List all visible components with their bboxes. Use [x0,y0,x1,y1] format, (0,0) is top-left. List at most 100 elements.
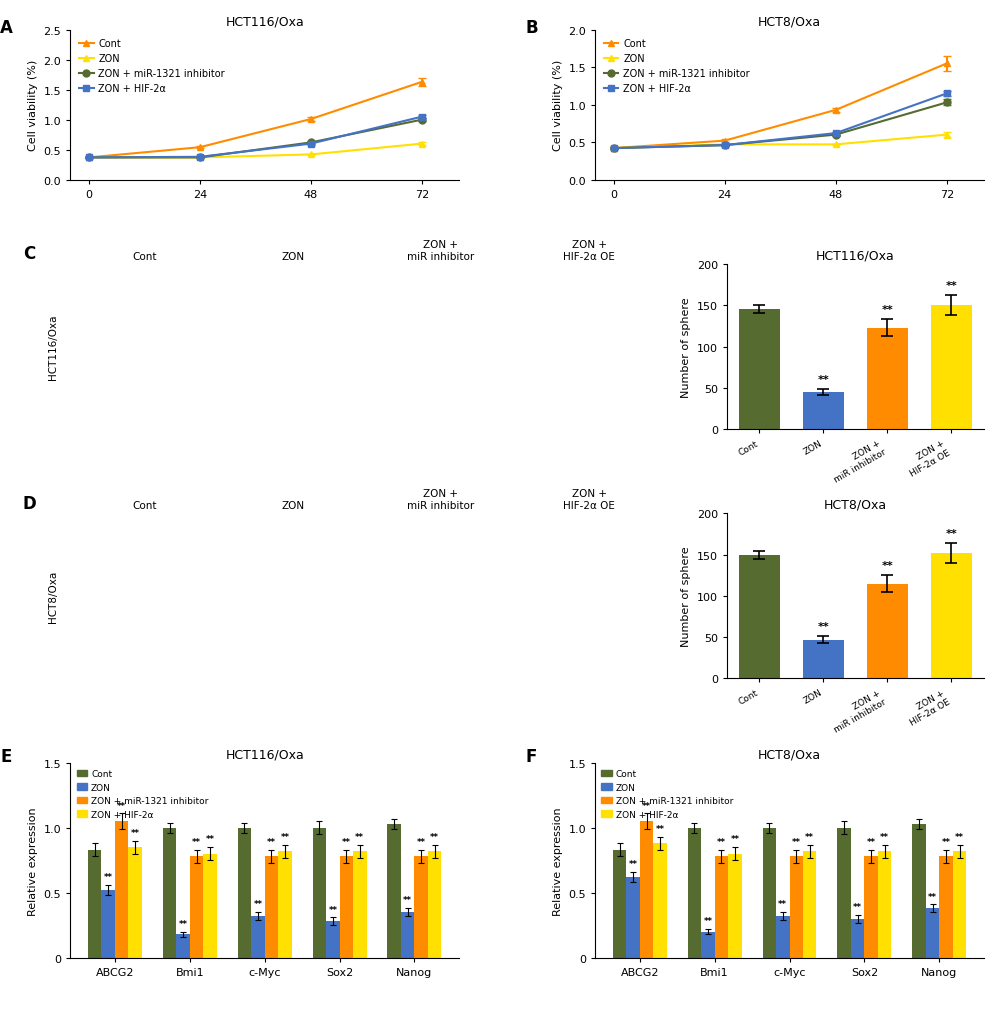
Bar [326,921,339,958]
Bar [128,848,141,958]
Bar [775,916,788,958]
Bar [851,919,864,958]
Text: ZON +
miR inhibitor: ZON + miR inhibitor [407,489,474,511]
Text: **: ** [804,832,813,841]
Bar [738,310,779,430]
Text: **: ** [716,838,725,846]
Bar [114,821,128,958]
Bar [427,851,441,958]
Bar [612,850,626,958]
Text: **: ** [117,801,126,810]
Text: **: ** [179,919,188,928]
Bar [639,821,653,958]
Text: **: ** [416,838,425,846]
Text: ZON +
HIF-2α OE: ZON + HIF-2α OE [563,489,615,511]
Bar [190,857,203,958]
Text: E: E [0,748,12,765]
Text: **: ** [954,832,963,841]
Bar [238,828,251,958]
Bar [339,857,353,958]
Bar [738,555,779,679]
Text: HCT8/Oxa: HCT8/Oxa [48,571,58,623]
Bar [353,851,366,958]
Bar [866,328,908,430]
Title: HCT116/Oxa: HCT116/Oxa [225,748,304,760]
Text: **: ** [853,902,862,911]
Text: **: ** [777,900,786,909]
Bar [400,912,414,958]
Text: **: ** [429,832,438,841]
Text: ZON +
miR inhibitor: ZON + miR inhibitor [407,239,474,262]
Bar [762,828,775,958]
Text: Cont: Cont [132,252,156,262]
Text: ZON +
HIF-2α OE: ZON + HIF-2α OE [563,239,615,262]
Bar [414,857,427,958]
Text: **: ** [941,838,950,846]
Text: **: ** [729,835,738,844]
Title: HCT8/Oxa: HCT8/Oxa [823,498,886,512]
Text: B: B [525,18,538,37]
Bar [801,640,844,679]
Bar [162,828,177,958]
Bar [251,916,265,958]
Bar [714,857,727,958]
Bar [626,877,639,958]
Bar [700,932,714,958]
Bar [788,857,802,958]
Text: **: ** [628,859,637,868]
Bar [88,850,101,958]
Text: ZON: ZON [281,252,304,262]
Bar [930,553,971,679]
Bar [387,824,400,958]
Text: **: ** [927,892,936,901]
Text: **: ** [880,832,889,841]
Bar [912,824,925,958]
Text: **: ** [130,828,139,837]
Bar [930,306,971,430]
Text: HCT116/Oxa: HCT116/Oxa [48,315,58,380]
Text: **: ** [881,560,893,571]
Bar [939,857,952,958]
Text: **: ** [791,838,800,846]
Text: **: ** [945,281,957,291]
Bar [177,934,190,958]
Y-axis label: Relative expression: Relative expression [553,806,563,915]
Text: **: ** [253,900,262,909]
Bar [278,851,291,958]
Bar [265,857,278,958]
Bar [864,857,877,958]
Text: **: ** [403,896,412,905]
Text: D: D [23,494,36,513]
Text: **: ** [655,824,664,834]
Text: **: ** [328,905,337,914]
Bar [653,844,666,958]
Text: **: ** [355,832,364,841]
Y-axis label: Number of sphere: Number of sphere [681,297,691,397]
Text: **: ** [945,529,957,539]
Title: HCT116/Oxa: HCT116/Oxa [815,250,894,262]
Y-axis label: Cell viability (%): Cell viability (%) [553,60,563,151]
Legend: Cont, ZON, ZON + miR-1321 inhibitor, ZON + HIF-2α: Cont, ZON, ZON + miR-1321 inhibitor, ZON… [600,36,753,98]
Bar [952,851,965,958]
Bar [866,584,908,679]
Bar [312,828,326,958]
Legend: Cont, ZON, ZON + miR-1321 inhibitor, ZON + HIF-2α: Cont, ZON, ZON + miR-1321 inhibitor, ZON… [75,36,229,98]
Bar [101,891,114,958]
Title: HCT8/Oxa: HCT8/Oxa [757,748,820,760]
Text: **: ** [816,622,828,632]
Text: C: C [23,245,35,263]
Text: **: ** [703,916,712,925]
Text: A: A [0,18,13,37]
Bar [837,828,851,958]
Text: **: ** [103,872,112,881]
Text: **: ** [881,305,893,315]
Text: Cont: Cont [132,500,156,511]
Y-axis label: Relative expression: Relative expression [28,806,38,915]
Legend: Cont, ZON, ZON + miR-1321 inhibitor, ZON + HIF-2α: Cont, ZON, ZON + miR-1321 inhibitor, ZON… [599,767,734,820]
Title: HCT116/Oxa: HCT116/Oxa [225,15,304,28]
Bar [727,854,741,958]
Text: **: ** [816,374,828,384]
Bar [877,851,891,958]
Text: **: ** [192,838,201,846]
Bar [925,909,939,958]
